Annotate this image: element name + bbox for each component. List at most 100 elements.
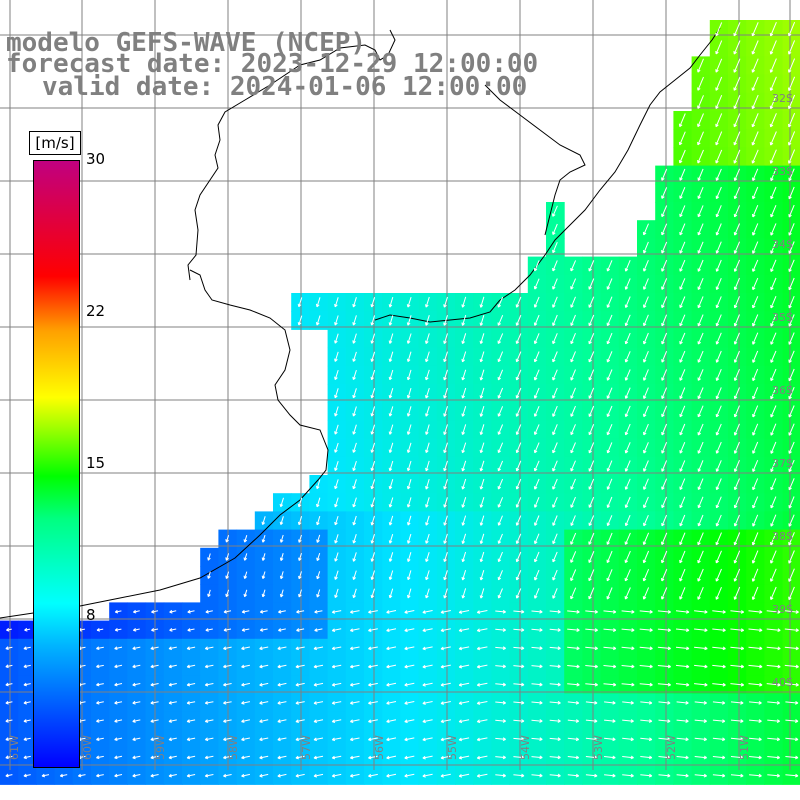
wind-arrow — [443, 588, 448, 599]
wind-arrow — [733, 369, 740, 381]
wind-arrow — [570, 442, 576, 454]
wind-arrow — [661, 187, 668, 199]
wind-arrow — [643, 296, 649, 308]
wind-arrow — [425, 497, 430, 508]
coastline-south — [0, 269, 329, 619]
wind-arrow — [497, 497, 504, 508]
wind-arrow — [624, 532, 631, 545]
wind-arrow — [352, 534, 357, 544]
wind-arrow — [552, 333, 558, 345]
wind-arrow — [640, 755, 653, 760]
wind-arrow — [679, 442, 686, 454]
wind-arrow — [661, 278, 668, 290]
wind-arrow — [497, 296, 504, 308]
wind-arrow — [679, 478, 686, 490]
wind-arrow — [694, 700, 707, 705]
wind-arrow — [114, 737, 123, 741]
wind-arrow — [331, 701, 342, 705]
wind-arrow — [588, 569, 595, 582]
wind-arrow — [168, 755, 177, 760]
wind-arrow — [479, 387, 485, 399]
wind-arrow — [661, 569, 668, 582]
wind-arrow — [733, 113, 741, 128]
wind-arrow — [769, 113, 777, 128]
wind-arrow — [769, 76, 777, 91]
wind-arrow — [169, 628, 177, 632]
wind-arrow — [643, 423, 649, 436]
wind-arrow — [168, 737, 177, 742]
wind-arrow — [479, 314, 485, 326]
wind-arrow — [241, 755, 251, 760]
lat-label: 35S — [772, 311, 793, 324]
wind-arrow — [769, 131, 777, 146]
wind-arrow — [461, 533, 467, 544]
wind-arrow — [788, 259, 795, 272]
wind-arrow — [588, 478, 595, 490]
wind-arrow — [679, 296, 686, 309]
wind-arrow — [497, 315, 504, 326]
wind-arrow — [168, 646, 177, 651]
wind-arrow — [679, 532, 686, 546]
wind-arrow — [676, 773, 689, 778]
wind-arrow — [730, 737, 744, 742]
wind-arrow — [679, 514, 686, 527]
wind-arrow — [752, 223, 759, 236]
wind-arrow — [96, 737, 104, 741]
wind-arrow — [624, 351, 631, 363]
wind-arrow — [458, 646, 470, 651]
wind-arrow — [406, 460, 412, 472]
wind-arrow — [6, 627, 12, 632]
wind-arrow — [515, 296, 522, 308]
wind-arrow — [570, 460, 576, 472]
wind-arrow — [770, 459, 777, 473]
wind-arrow — [661, 405, 668, 418]
wind-arrow — [495, 664, 506, 669]
wind-arrow — [752, 314, 759, 327]
wind-arrow — [552, 588, 558, 599]
valid-date: valid date: 2024-01-06 12:00:00 — [42, 72, 528, 102]
wind-arrow — [368, 773, 378, 778]
wind-arrow — [697, 350, 704, 363]
wind-arrow — [661, 259, 668, 272]
wind-arrow — [476, 682, 488, 687]
wind-arrow — [788, 496, 795, 509]
wind-arrow — [534, 551, 540, 563]
wind-arrow — [770, 168, 777, 182]
wind-arrow — [386, 646, 397, 651]
lon-label: 57W — [300, 735, 313, 760]
wind-arrow — [316, 534, 321, 543]
wind-arrow — [788, 459, 795, 473]
wind-arrow — [715, 587, 722, 600]
wind-arrow — [549, 646, 561, 651]
wind-arrow — [679, 460, 686, 472]
wind-arrow — [132, 737, 141, 742]
wind-arrow — [715, 241, 722, 254]
wind-arrow — [533, 478, 540, 490]
wind-arrow — [349, 610, 360, 614]
wind-arrow — [479, 424, 485, 436]
wind-arrow — [606, 515, 613, 527]
wind-arrow — [603, 609, 617, 614]
wind-arrow — [679, 278, 686, 290]
wind-arrow — [661, 532, 668, 545]
wind-arrow — [766, 664, 781, 669]
wind-arrow — [697, 259, 704, 272]
wind-arrow — [788, 168, 795, 182]
colorbar-tick-8: 8 — [86, 606, 96, 624]
wind-arrow — [552, 460, 558, 472]
wind-arrow — [766, 610, 781, 614]
wind-arrow — [443, 478, 448, 490]
wind-arrow — [241, 737, 251, 742]
axis-labels: 61W60W59W58W57W56W55W54W53W52W51W50W32S3… — [8, 92, 793, 760]
wind-arrow — [678, 149, 686, 164]
wind-arrow — [316, 589, 321, 598]
wind-arrow — [443, 296, 448, 308]
wind-arrow — [715, 149, 723, 164]
wind-arrow — [388, 424, 394, 435]
wind-arrow — [785, 773, 799, 778]
wind-arrow — [259, 773, 269, 778]
wind-arrow — [513, 609, 525, 614]
wind-arrow — [624, 496, 631, 508]
wind-arrow — [458, 682, 470, 687]
wind-arrow — [733, 131, 741, 146]
